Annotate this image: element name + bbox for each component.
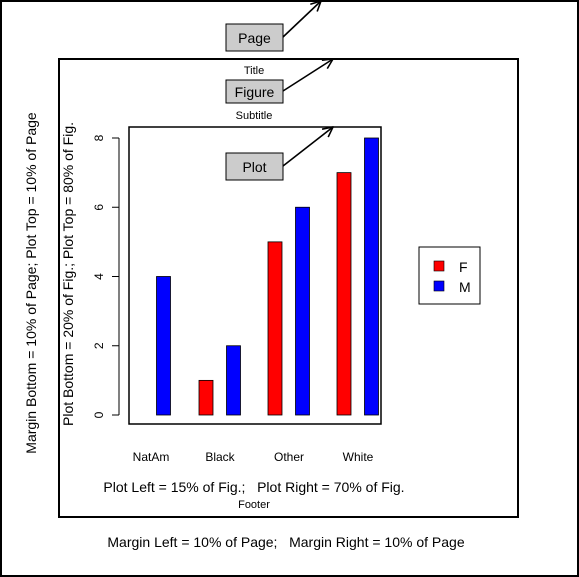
page-callout-box — [225, 23, 284, 52]
chart-title: Title — [244, 65, 264, 77]
bar-other-f — [267, 241, 283, 416]
plot-left-right-annotation: Plot Left = 15% of Fig.; Plot Right = 70… — [103, 479, 404, 495]
legend-swatch-m — [433, 280, 445, 292]
bar-natam-m — [156, 276, 171, 416]
bar-black-f — [198, 379, 214, 416]
page-callout: Page — [225, 1, 321, 52]
legend-swatch-f — [433, 260, 445, 272]
y-tick-label-0: 0 — [92, 411, 106, 418]
x-tick-label-other: Other — [274, 450, 304, 464]
y-axis: 0 2 4 6 8 — [92, 134, 120, 418]
bar-white-f — [336, 172, 352, 416]
legend-label-f: F — [459, 259, 468, 275]
y-tick-label-2: 2 — [92, 342, 106, 349]
figure-border — [58, 58, 519, 518]
bar-other-m — [295, 206, 310, 416]
x-tick-label-black: Black — [205, 450, 235, 464]
figure-callout: Figure — [225, 59, 333, 104]
bar-black-m — [226, 345, 241, 416]
plot-border — [128, 126, 382, 425]
y-tick-label-4: 4 — [92, 273, 106, 280]
plot-callout: Plot — [225, 127, 333, 181]
chart-subtitle: Subtitle — [236, 110, 273, 122]
chart-footer: Footer — [238, 499, 270, 511]
figure-arrow — [282, 59, 333, 92]
y-tick-label-6: 6 — [92, 204, 106, 211]
legend-label-m: M — [459, 279, 471, 295]
page-arrow — [282, 1, 321, 38]
legend: F M — [418, 246, 481, 305]
page-callout-label: Page — [238, 30, 271, 46]
vertical-inner-annotation: Plot Bottom = 20% of Fig.; Plot Top = 80… — [60, 122, 76, 426]
legend-box — [418, 246, 481, 305]
y-tick-label-8: 8 — [92, 134, 106, 141]
vertical-outer-annotation: Margin Bottom = 10% of Page; Plot Top = … — [23, 112, 39, 454]
plot-callout-label: Plot — [242, 159, 266, 175]
plot-callout-box — [225, 152, 284, 181]
figure-callout-label: Figure — [235, 84, 275, 100]
bar-white-m — [364, 137, 379, 416]
x-tick-label-natam: NatAm — [133, 450, 170, 464]
figure-callout-box — [225, 79, 284, 104]
x-tick-label-white: White — [343, 450, 374, 464]
x-axis-labels: NatAm Black Other White — [133, 450, 374, 464]
bars-group — [156, 137, 379, 416]
plot-arrow — [282, 127, 333, 167]
margin-left-right-annotation: Margin Left = 10% of Page; Margin Right … — [107, 534, 464, 550]
